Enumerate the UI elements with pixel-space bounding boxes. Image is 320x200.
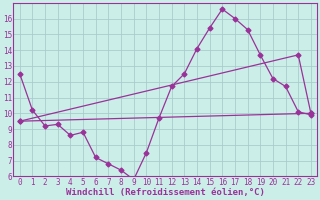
X-axis label: Windchill (Refroidissement éolien,°C): Windchill (Refroidissement éolien,°C) — [66, 188, 265, 197]
